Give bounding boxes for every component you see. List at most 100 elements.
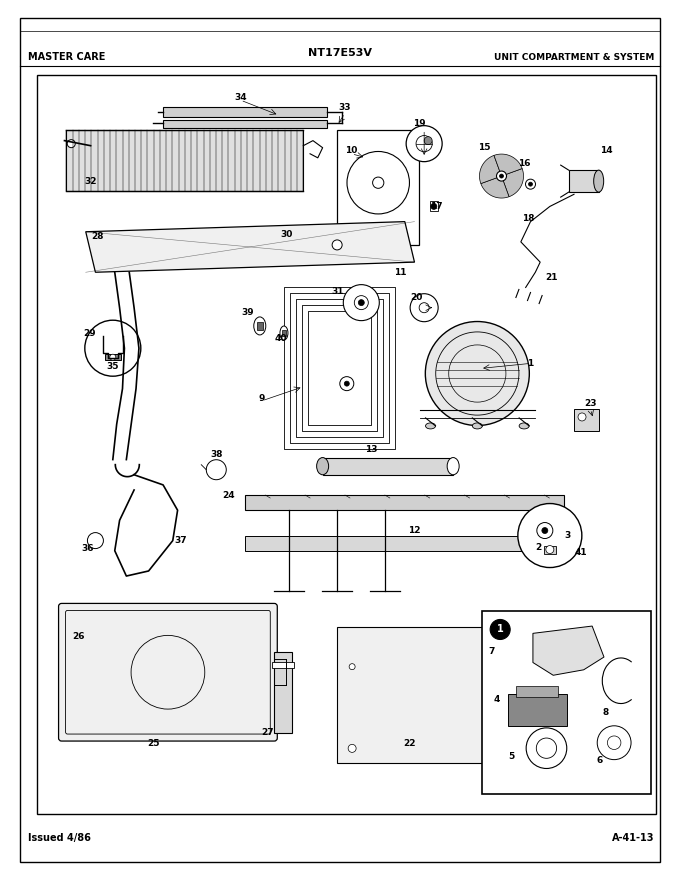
Circle shape — [546, 546, 554, 554]
Bar — [507, 693, 566, 726]
Text: 35: 35 — [107, 362, 119, 371]
Text: 1: 1 — [528, 359, 534, 368]
Ellipse shape — [254, 317, 266, 335]
Text: 10: 10 — [345, 146, 358, 155]
Text: 24: 24 — [222, 490, 235, 500]
Ellipse shape — [280, 326, 288, 340]
Text: A-41-13: A-41-13 — [612, 832, 655, 843]
Text: 3: 3 — [564, 531, 571, 540]
Polygon shape — [481, 176, 509, 198]
Circle shape — [526, 180, 536, 189]
Circle shape — [347, 151, 409, 214]
Bar — [337, 130, 420, 245]
Bar — [163, 107, 328, 117]
Bar — [322, 458, 453, 475]
Text: MASTER CARE: MASTER CARE — [29, 52, 106, 62]
Text: 20: 20 — [410, 293, 422, 302]
Circle shape — [373, 232, 384, 242]
Text: 14: 14 — [600, 146, 612, 155]
Ellipse shape — [473, 423, 482, 429]
Text: Issued 4/86: Issued 4/86 — [29, 832, 91, 843]
Ellipse shape — [426, 423, 435, 429]
Text: 34: 34 — [234, 92, 247, 101]
Ellipse shape — [519, 423, 529, 429]
Circle shape — [500, 174, 503, 178]
Bar — [516, 686, 558, 697]
Circle shape — [526, 728, 566, 768]
Bar — [544, 546, 556, 554]
Circle shape — [528, 182, 532, 187]
Circle shape — [358, 299, 364, 305]
Text: 27: 27 — [261, 729, 274, 737]
Text: 18: 18 — [522, 214, 535, 224]
Bar — [284, 288, 395, 450]
Circle shape — [431, 203, 437, 209]
Circle shape — [67, 140, 75, 148]
Text: 23: 23 — [584, 400, 597, 408]
Circle shape — [416, 136, 432, 151]
Bar — [245, 495, 564, 510]
Polygon shape — [494, 154, 522, 176]
Circle shape — [406, 126, 442, 162]
Circle shape — [348, 744, 356, 752]
Circle shape — [340, 377, 354, 391]
Circle shape — [542, 527, 548, 533]
Ellipse shape — [447, 458, 459, 475]
Circle shape — [354, 296, 369, 310]
Text: 11: 11 — [394, 268, 406, 276]
Circle shape — [344, 381, 350, 386]
Text: 19: 19 — [413, 119, 426, 128]
Circle shape — [424, 136, 432, 144]
Bar — [105, 355, 121, 360]
Circle shape — [537, 523, 553, 539]
Circle shape — [85, 320, 141, 377]
Polygon shape — [533, 626, 604, 675]
Text: 38: 38 — [210, 450, 222, 459]
Circle shape — [425, 321, 529, 426]
Bar — [574, 409, 599, 431]
Text: 26: 26 — [72, 633, 84, 642]
Text: 40: 40 — [275, 334, 288, 342]
Polygon shape — [86, 222, 415, 272]
Bar — [245, 536, 564, 551]
Circle shape — [490, 620, 510, 640]
Text: NT17E53V: NT17E53V — [308, 48, 372, 58]
Text: 15: 15 — [478, 143, 490, 152]
Bar — [257, 322, 262, 330]
Circle shape — [410, 294, 438, 322]
Circle shape — [109, 355, 116, 360]
Text: 17: 17 — [430, 202, 443, 211]
Text: 30: 30 — [281, 231, 293, 239]
Bar — [430, 202, 438, 211]
Text: 37: 37 — [174, 536, 187, 545]
Text: 36: 36 — [82, 544, 94, 554]
Text: 13: 13 — [364, 445, 377, 454]
Bar — [163, 121, 328, 128]
Ellipse shape — [317, 458, 328, 475]
Text: 33: 33 — [339, 103, 351, 112]
Text: 28: 28 — [91, 232, 103, 241]
Bar — [308, 312, 371, 425]
Bar — [302, 305, 377, 431]
Text: 32: 32 — [84, 177, 97, 186]
Text: 4: 4 — [494, 695, 500, 704]
Text: 41: 41 — [575, 548, 587, 557]
Polygon shape — [479, 156, 501, 184]
Circle shape — [496, 171, 507, 181]
Text: 12: 12 — [408, 526, 421, 535]
Bar — [296, 299, 383, 437]
Bar — [568, 170, 598, 192]
Polygon shape — [501, 169, 524, 197]
FancyBboxPatch shape — [58, 604, 277, 741]
Ellipse shape — [594, 170, 604, 192]
Bar — [482, 612, 651, 794]
Text: UNIT COMPARTMENT & SYSTEM: UNIT COMPARTMENT & SYSTEM — [494, 53, 655, 62]
Circle shape — [332, 240, 342, 250]
Circle shape — [578, 413, 586, 421]
Text: 22: 22 — [403, 738, 416, 748]
Circle shape — [518, 503, 582, 568]
Text: 21: 21 — [545, 273, 558, 282]
Bar — [37, 75, 656, 814]
Circle shape — [349, 664, 355, 670]
Text: 31: 31 — [331, 287, 343, 296]
